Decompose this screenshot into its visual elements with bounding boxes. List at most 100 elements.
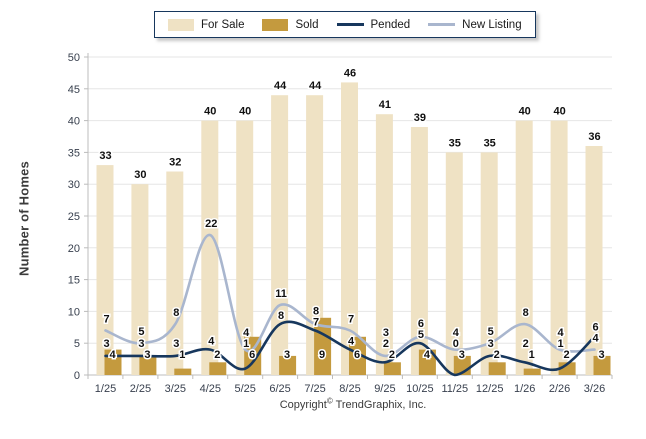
- for-sale-swatch-icon: [168, 18, 194, 31]
- legend-item-new-listing: New Listing: [428, 18, 522, 31]
- new-listing-value-label: 22: [205, 218, 217, 230]
- new-listing-value-label: 5: [488, 326, 494, 338]
- bar-for-sale: [480, 152, 498, 375]
- y-tick-label: 40: [68, 116, 80, 128]
- pended-value-label: 6: [592, 322, 598, 334]
- x-tick-label: 8/25: [339, 383, 360, 395]
- legend-item-sold: Sold: [262, 18, 319, 31]
- legend: For Sale Sold Pended New Listing: [154, 11, 536, 38]
- bar-for-sale: [410, 127, 428, 375]
- legend-label-for-sale: For Sale: [201, 18, 245, 31]
- y-tick-label: 10: [68, 306, 80, 318]
- sold-value-label: 1: [529, 349, 535, 361]
- bar-for-sale: [306, 95, 324, 375]
- legend-item-for-sale: For Sale: [168, 18, 245, 31]
- y-tick-label: 0: [74, 370, 80, 382]
- sold-swatch-icon: [262, 18, 289, 31]
- pended-value-label: 1: [558, 338, 564, 350]
- new-listing-value-label: 4: [592, 333, 599, 345]
- sold-value-label: 1: [179, 349, 185, 361]
- bar-sold: [383, 362, 401, 375]
- x-tick-label: 1/25: [95, 383, 116, 395]
- pended-value-label: 1: [243, 338, 249, 350]
- sold-value-label: 4: [424, 349, 431, 361]
- for-sale-value-label: 40: [204, 106, 216, 118]
- for-sale-value-label: 39: [414, 112, 426, 124]
- bar-for-sale: [131, 184, 149, 375]
- bar-for-sale: [166, 171, 184, 375]
- pended-value-label: 4: [348, 336, 355, 348]
- new-listing-line-swatch-icon: [428, 23, 456, 26]
- x-tick-label: 4/25: [200, 383, 221, 395]
- sold-value-label: 9: [319, 349, 325, 361]
- legend-label-new-listing: New Listing: [462, 18, 522, 31]
- pended-value-label: 3: [488, 338, 494, 350]
- x-tick-label: 10/25: [406, 383, 434, 395]
- bar-for-sale: [341, 82, 358, 376]
- pended-value-label: 4: [208, 336, 215, 348]
- y-tick-label: 20: [68, 243, 80, 255]
- pended-value-label: 8: [278, 310, 284, 322]
- bar-sold: [593, 355, 611, 375]
- x-tick-label: 7/25: [304, 383, 325, 395]
- for-sale-value-label: 36: [588, 131, 600, 143]
- for-sale-value-label: 44: [274, 80, 287, 92]
- new-listing-value-label: 4: [558, 327, 565, 339]
- y-tick-label: 5: [74, 338, 80, 350]
- sold-value-label: 2: [214, 349, 220, 361]
- new-listing-value-label: 8: [173, 307, 179, 319]
- x-tick-label: 3/26: [584, 383, 605, 395]
- pended-line: [104, 320, 596, 377]
- legend-label-pended: Pended: [370, 18, 411, 31]
- sold-value-label: 2: [494, 349, 500, 361]
- new-listing-value-label: 11: [275, 288, 287, 300]
- new-listing-value-label: 6: [418, 318, 424, 330]
- bar-sold: [139, 355, 157, 375]
- y-tick-label: 25: [68, 211, 80, 223]
- new-listing-value-label: 3: [383, 327, 389, 339]
- x-tick-label: 1/26: [514, 383, 535, 395]
- pended-value-label: 2: [383, 338, 389, 350]
- x-tick-label: 12/25: [476, 383, 504, 395]
- sold-value-label: 3: [459, 349, 465, 361]
- y-tick-label: 30: [68, 179, 80, 191]
- legend-item-pended: Pended: [336, 18, 411, 31]
- for-sale-value-label: 35: [484, 137, 496, 149]
- sold-value-label: 6: [354, 349, 360, 361]
- bar-sold: [523, 368, 541, 375]
- x-tick-label: 2/25: [130, 383, 151, 395]
- new-listing-value-label: 8: [313, 306, 319, 318]
- y-tick-label: 15: [68, 275, 80, 287]
- pended-value-label: 2: [523, 338, 529, 350]
- pended-value-label: 5: [418, 329, 424, 341]
- x-tick-label: 2/26: [549, 383, 570, 395]
- bar-for-sale: [445, 152, 463, 375]
- bar-sold: [558, 362, 576, 375]
- sold-value-label: 4: [109, 349, 116, 361]
- for-sale-value-label: 33: [99, 150, 111, 162]
- bar-sold: [279, 355, 297, 375]
- new-listing-line: [104, 233, 596, 358]
- sold-value-label: 3: [598, 349, 604, 361]
- bar-for-sale: [96, 165, 114, 375]
- sold-value-label: 3: [144, 349, 150, 361]
- x-tick-label: 9/25: [374, 383, 395, 395]
- bar-for-sale: [550, 120, 568, 375]
- bar-for-sale: [585, 146, 603, 375]
- for-sale-value-label: 40: [553, 106, 565, 118]
- bar-sold: [488, 362, 506, 375]
- copyright-symbol: ©: [326, 396, 333, 406]
- for-sale-value-label: 30: [134, 169, 146, 181]
- sold-value-label: 6: [249, 349, 255, 361]
- series-for-sale-bars: [96, 82, 603, 376]
- bar-sold: [349, 336, 366, 375]
- bar-sold: [174, 368, 192, 375]
- new-listing-value-label: 8: [523, 307, 529, 319]
- y-axis-title: Number of Homes: [16, 161, 32, 276]
- for-sale-value-label: 40: [239, 106, 251, 118]
- value-labels: 3373430533328314022424041644118344879467…: [98, 66, 606, 363]
- bar-for-sale: [271, 95, 289, 375]
- y-tick-label: 50: [68, 52, 80, 64]
